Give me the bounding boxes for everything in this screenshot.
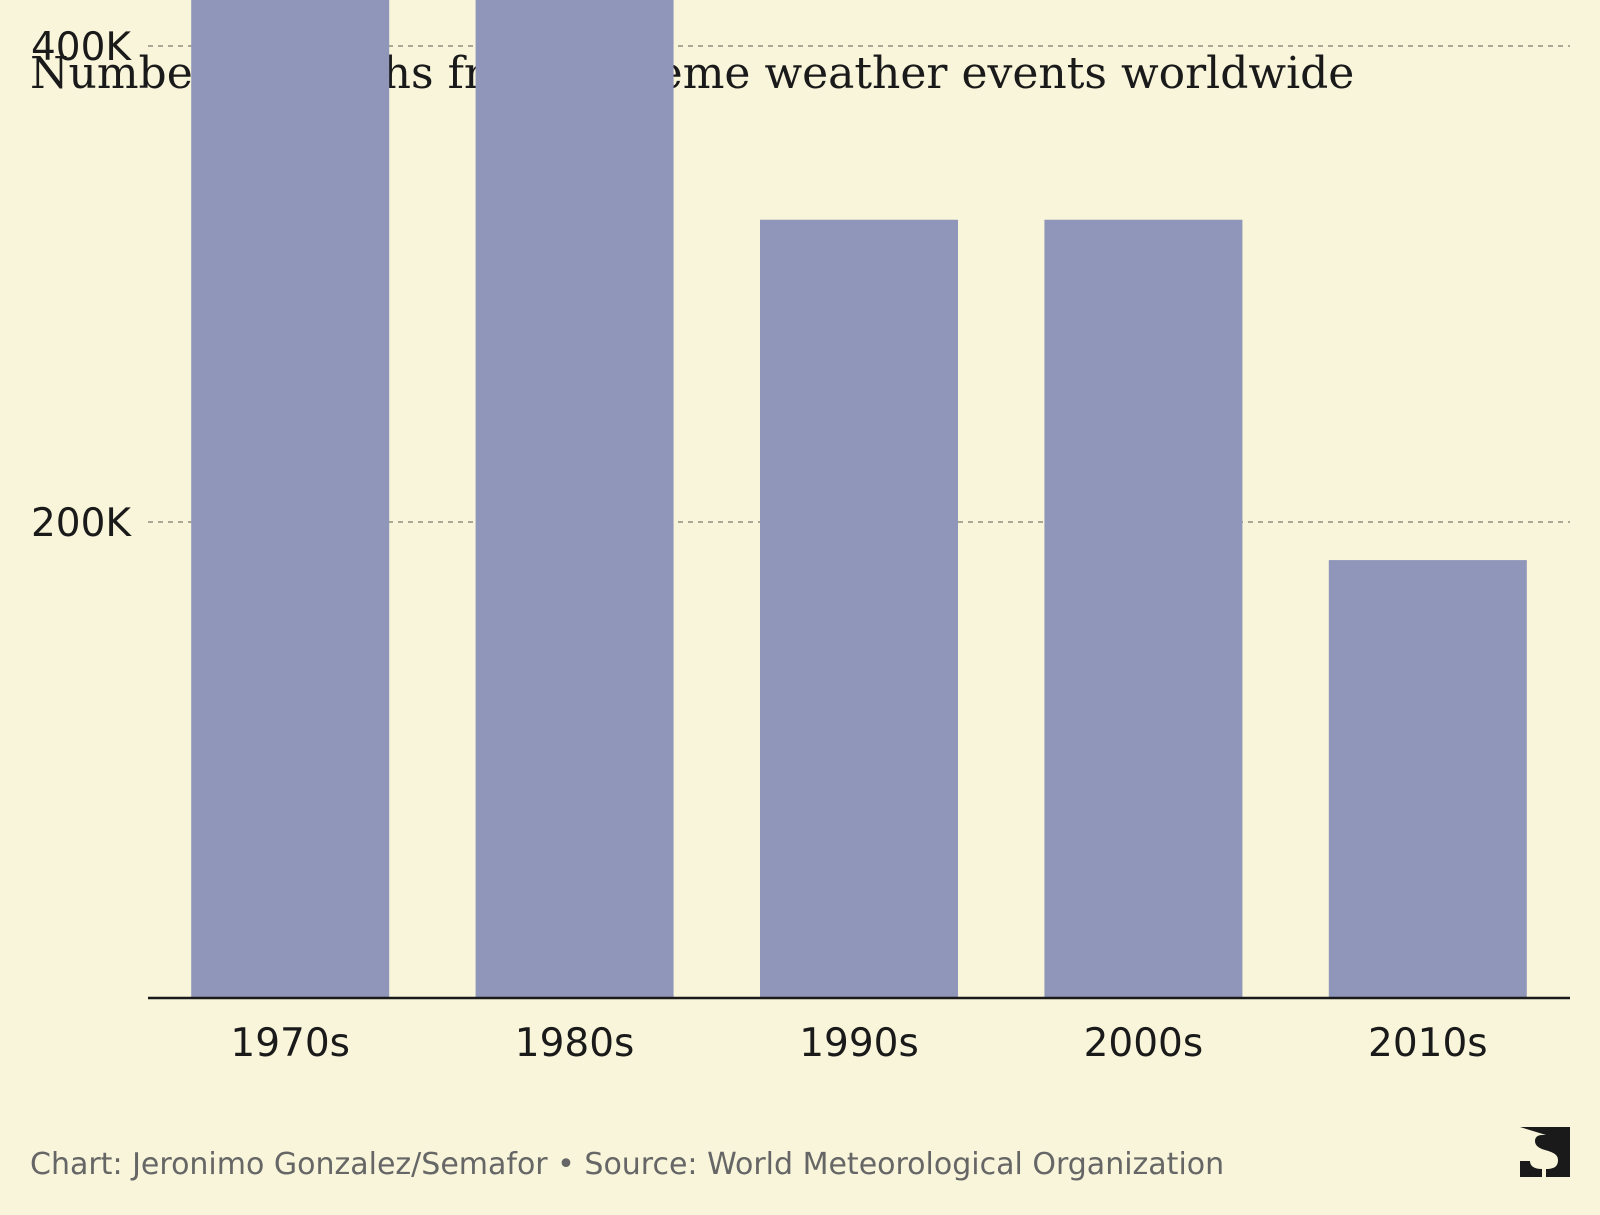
x-tick-label: 2000s: [1084, 1021, 1204, 1066]
bar-1990s: [760, 219, 958, 999]
bar-2000s: [1044, 219, 1243, 999]
bar-2010s: [1328, 560, 1527, 998]
y-tick-label: 400K: [31, 25, 132, 70]
x-tick-label: 1970s: [230, 1021, 350, 1066]
x-tick-label: 1980s: [515, 1021, 635, 1066]
x-axis-ticks: 1970s 1980s 1990s 2000s 2010s: [230, 1021, 1487, 1066]
source-credit: Chart: Jeronimo Gonzalez/Semafor • Sourc…: [30, 1147, 1225, 1182]
x-tick-label: 1990s: [799, 1021, 919, 1066]
bar-1970s: [191, 0, 390, 999]
x-tick-label: 2010s: [1368, 1021, 1488, 1066]
bars: [191, 0, 1527, 999]
semafor-logo-icon: [1520, 1127, 1570, 1177]
y-axis-ticks: 200K400K600K: [31, 25, 132, 546]
y-tick-label: 200K: [31, 501, 132, 546]
bar-1980s: [475, 0, 674, 998]
